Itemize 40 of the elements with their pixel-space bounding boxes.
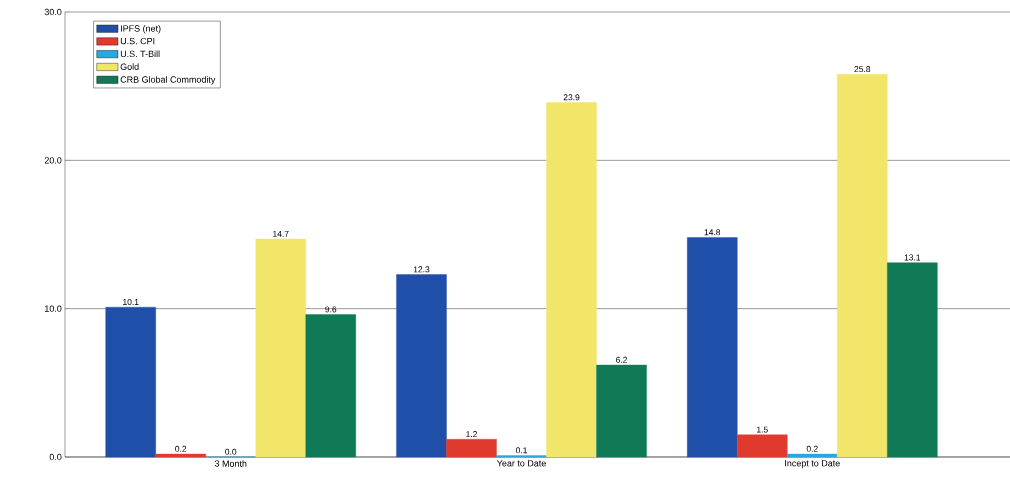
bar: [155, 453, 206, 458]
bar: [687, 237, 738, 458]
bar: [837, 74, 888, 458]
legend-label: U.S. T-Bill: [120, 50, 160, 58]
legend-label: IPFS (net): [121, 25, 161, 34]
legend-label: U.S. CPI: [120, 37, 155, 45]
bar: [596, 364, 647, 458]
bar: [787, 453, 838, 458]
bar: [887, 262, 938, 458]
data-label: 0.0: [225, 448, 237, 455]
data-label: 1.2: [466, 431, 477, 438]
data-label: 23.9: [563, 94, 580, 101]
legend-label: Gold: [120, 63, 139, 70]
bar: [396, 274, 447, 458]
data-label: 13.1: [904, 254, 921, 261]
data-label: 14.7: [273, 230, 289, 237]
y-tick-label: 30.0: [44, 8, 62, 16]
bar: [546, 102, 597, 458]
y-tick-label: 10.0: [45, 305, 62, 312]
data-label: 25.8: [854, 66, 871, 73]
x-tick-label: Year to Date: [496, 460, 546, 467]
data-label: 0.2: [175, 445, 187, 452]
x-tick-label: Incept to Date: [785, 460, 840, 469]
y-tick-label: 20.0: [44, 157, 62, 164]
x-tick-label: 3 Month: [214, 460, 247, 467]
bar: [105, 306, 156, 458]
legend-label: CRB Global Commodity: [120, 76, 216, 85]
bar: [737, 434, 788, 458]
data-label: 1.5: [757, 426, 768, 433]
data-label: 0.1: [515, 447, 527, 454]
data-label: 9.6: [325, 306, 337, 313]
y-tick-label: 0.0: [49, 453, 62, 461]
data-label: 14.8: [704, 229, 721, 236]
data-label: 10.1: [123, 299, 139, 305]
data-label: 6.2: [616, 356, 627, 363]
data-label: 12.3: [413, 266, 430, 273]
data-label: 0.2: [806, 445, 818, 452]
bar: [305, 314, 356, 458]
bar: [255, 238, 306, 458]
bar: [446, 439, 497, 458]
